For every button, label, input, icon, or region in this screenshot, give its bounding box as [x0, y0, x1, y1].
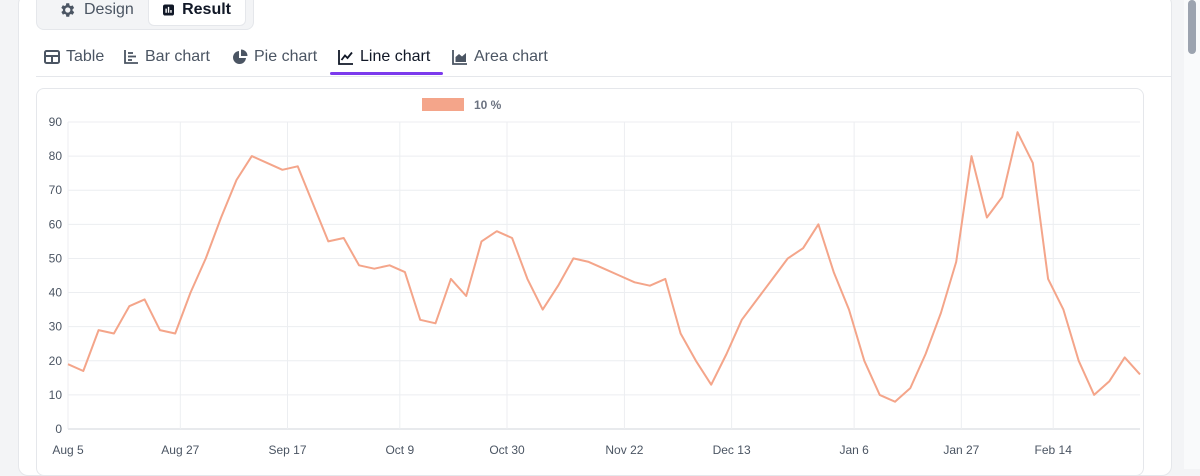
x-tick-label: Dec 13	[713, 443, 751, 457]
tab-area-chart-label: Area chart	[474, 48, 548, 65]
x-tick-label: Aug 5	[52, 443, 84, 457]
y-tick-label: 40	[49, 286, 63, 300]
design-mode-label: Design	[84, 1, 134, 18]
x-tick-label: Oct 9	[385, 443, 414, 457]
chart-series-lines	[67, 131, 1141, 403]
y-tick-label: 20	[49, 354, 63, 368]
series-line	[67, 131, 1141, 403]
y-tick-label: 50	[49, 251, 63, 265]
page-scrollbar-track[interactable]	[1184, 0, 1200, 469]
bar-chart-icon	[124, 50, 138, 64]
pie-chart-icon	[233, 49, 248, 64]
x-tick-label: Nov 22	[605, 443, 643, 457]
design-mode-button[interactable]: Design	[44, 0, 148, 26]
line-chart-icon	[338, 50, 353, 65]
tab-line-chart[interactable]: Line chart	[338, 40, 430, 74]
y-axis-ticks: 0 10 20 30 40 50 60 70 80 90	[49, 115, 63, 436]
bar-chart-square-icon	[163, 4, 175, 16]
tab-bar-chart-label: Bar chart	[145, 48, 210, 65]
chart-grid	[67, 121, 1140, 430]
legend-swatch	[422, 98, 464, 111]
y-tick-label: 80	[49, 149, 63, 163]
x-tick-label: Aug 27	[161, 443, 199, 457]
tab-area-chart[interactable]: Area chart	[452, 40, 548, 74]
page-scrollbar-thumb[interactable]	[1188, 0, 1196, 54]
x-axis-ticks: Aug 5 Aug 27 Sep 17 Oct 9 Oct 30 Nov 22 Dec 13…	[52, 443, 1072, 457]
x-tick-label: Feb 14	[1035, 443, 1073, 457]
tab-bar-chart[interactable]: Bar chart	[123, 40, 210, 74]
tab-line-chart-label: Line chart	[360, 48, 431, 65]
result-mode-button[interactable]: Result	[148, 0, 246, 26]
tab-table[interactable]: Table	[44, 40, 104, 74]
result-view-tabs: Table Bar chart Pie chart Line chart Are…	[36, 40, 1172, 77]
chart-card	[36, 88, 1144, 476]
y-tick-label: 10	[49, 388, 63, 402]
result-mode-label: Result	[182, 1, 231, 18]
tab-pie-chart[interactable]: Pie chart	[232, 40, 317, 74]
chart-legend: 10 %	[422, 98, 502, 112]
y-tick-label: 90	[49, 115, 63, 129]
x-tick-label: Oct 30	[489, 443, 525, 457]
gear-icon	[61, 3, 75, 17]
table-icon	[44, 50, 60, 64]
tab-pie-chart-label: Pie chart	[254, 48, 318, 65]
tab-table-label: Table	[66, 48, 105, 65]
x-tick-label: Jan 6	[839, 443, 869, 457]
legend-label: 10 %	[474, 98, 502, 112]
active-tab-indicator	[330, 72, 443, 75]
y-tick-label: 0	[55, 422, 62, 436]
area-chart-icon	[452, 50, 467, 65]
y-tick-label: 70	[49, 183, 63, 197]
y-tick-label: 60	[49, 217, 63, 231]
x-tick-label: Jan 27	[943, 443, 979, 457]
y-tick-label: 30	[49, 320, 63, 334]
x-tick-label: Sep 17	[268, 443, 306, 457]
